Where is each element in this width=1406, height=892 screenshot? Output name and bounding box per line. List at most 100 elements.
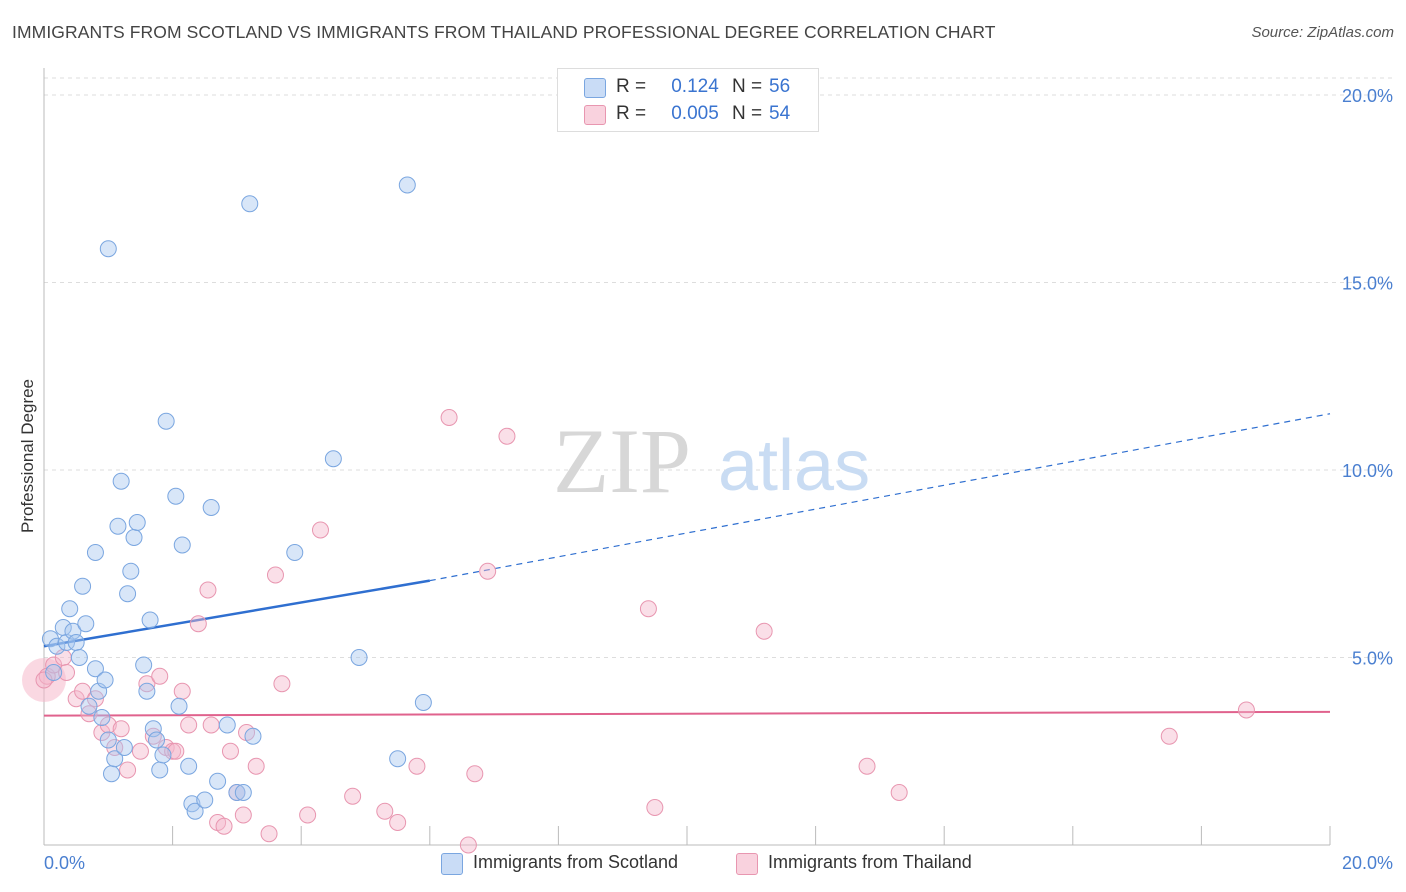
thailand-point [215, 817, 233, 835]
scotland-point [67, 634, 85, 651]
scotland-point [48, 637, 66, 655]
y-tick-label: 15.0% [1342, 274, 1393, 294]
thailand-point [459, 836, 477, 854]
thailand-point [202, 716, 220, 734]
scotland-point [125, 529, 143, 546]
legend: R = 0.124 N = 56 R = 0.005 N = 54 [557, 68, 819, 132]
legend-n-label: N = [732, 76, 763, 97]
thailand-point [180, 716, 198, 734]
scotland-point [398, 176, 416, 194]
thailand-point [498, 427, 516, 445]
scotland-trend-extension [429, 413, 1331, 582]
scotland-point [99, 731, 117, 749]
scotland-point [119, 585, 137, 603]
scotland-point [196, 791, 214, 809]
thailand-point [639, 600, 657, 618]
y-tick-label: 10.0% [1342, 461, 1393, 481]
scotland-point [144, 720, 162, 738]
thailand-point [311, 521, 329, 539]
scotland-point [180, 757, 198, 775]
x-tick-label: 0.0% [44, 853, 85, 873]
scotland-point [414, 694, 432, 711]
thailand-point [858, 757, 876, 775]
data-points [22, 176, 1255, 854]
legend-n-label: N = [732, 103, 763, 124]
scotland-point [234, 784, 252, 801]
thailand-point [266, 566, 284, 584]
thailand-point [408, 757, 426, 775]
thailand-point [273, 675, 291, 693]
legend-r-label: R = [616, 76, 647, 97]
scotland-point [218, 716, 236, 734]
scotland-point [45, 664, 63, 681]
scotland-trend-line [43, 579, 431, 648]
thailand-point [234, 806, 252, 824]
legend-r-value: 0.124 [671, 76, 719, 97]
thailand-point [119, 761, 137, 779]
thailand-point [112, 720, 130, 738]
thailand-point [1160, 727, 1178, 745]
scotland-point [167, 487, 185, 505]
scotland-point [86, 660, 104, 678]
thailand-point [199, 581, 217, 599]
scotland-point [389, 750, 407, 768]
scotland-point [93, 709, 111, 726]
bottom-legend-label: Immigrants from Thailand [768, 852, 972, 872]
source-label: Source: ZipAtlas.com [1251, 24, 1394, 41]
y-tick-label: 20.0% [1342, 86, 1393, 106]
scotland-point [70, 649, 88, 666]
scotland-point [154, 746, 172, 764]
legend-n-value: 54 [769, 103, 791, 124]
thailand-point [260, 825, 278, 843]
thailand-cluster-point [22, 658, 66, 702]
scotland-point [115, 739, 133, 756]
scotland-point [96, 671, 114, 689]
chart-title: IMMIGRANTS FROM SCOTLAND VS IMMIGRANTS F… [12, 22, 996, 42]
thailand-point [247, 757, 265, 775]
scotland-point [157, 412, 175, 430]
bottom-legend-label: Immigrants from Scotland [473, 852, 679, 872]
thailand-point [755, 622, 773, 640]
thailand-point [440, 409, 458, 426]
scotland-point [80, 697, 98, 715]
thailand-point [221, 742, 239, 760]
watermark: ZIP atlas [553, 410, 870, 512]
tick-labels: 5.0% 10.0% 15.0% 20.0% 0.0% 20.0% Professional… [18, 86, 1393, 873]
scotland-point [64, 622, 82, 640]
scotland-point [138, 682, 156, 700]
y-axis-title: Professional Degree [18, 379, 37, 533]
scotland-point [151, 761, 169, 779]
thailand-trend-line [43, 710, 1331, 717]
scotland-point [61, 600, 79, 618]
scotland-point [209, 772, 227, 790]
legend-r-label: R = [616, 103, 647, 124]
grid-lines [44, 77, 1395, 658]
thailand-point [376, 802, 394, 820]
thailand-swatch [584, 105, 606, 125]
scotland-point [286, 544, 304, 561]
x-tick-label: 20.0% [1342, 853, 1393, 873]
scotland-point [350, 649, 368, 666]
scotland-point [324, 450, 342, 468]
thailand-point [479, 562, 497, 580]
thailand-point [189, 615, 207, 633]
thailand-point [167, 742, 185, 760]
scotland-point [244, 727, 262, 745]
thailand-point [58, 664, 76, 681]
thailand-point [466, 765, 484, 783]
thailand-point [151, 667, 169, 685]
thailand-point [299, 806, 317, 824]
scotland-point [122, 562, 140, 580]
watermark-atlas: atlas [718, 426, 870, 506]
scotland-point [148, 731, 166, 749]
scotland-swatch [441, 853, 463, 875]
scotland-point [86, 544, 104, 561]
thailand-point [131, 742, 149, 760]
thailand-point [890, 784, 908, 801]
trend-lines [43, 413, 1331, 717]
scotland-point [106, 750, 124, 768]
scotland-swatch [584, 78, 606, 98]
scotland-point [170, 697, 188, 715]
scotland-point [112, 472, 130, 490]
